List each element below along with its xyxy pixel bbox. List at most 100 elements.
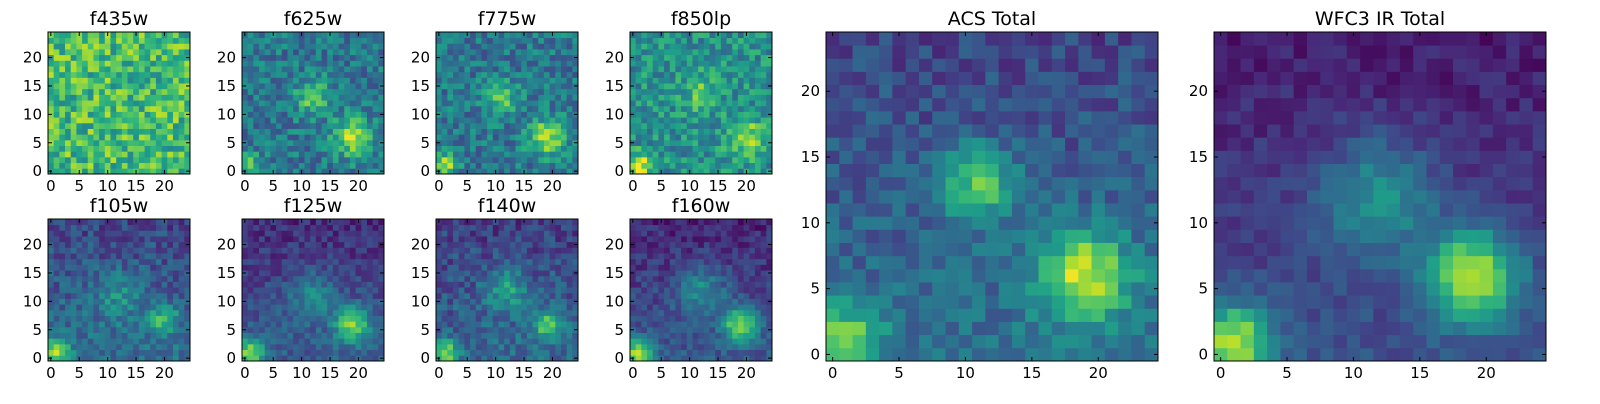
heatmap-cell bbox=[162, 270, 168, 276]
heatmap-cell bbox=[88, 270, 94, 276]
heatmap-cell bbox=[744, 310, 750, 316]
heatmap-cell bbox=[253, 94, 259, 100]
heatmap-cell bbox=[99, 287, 105, 293]
heatmap-cell bbox=[538, 247, 544, 253]
heatmap-cell bbox=[71, 49, 77, 55]
heatmap-cell bbox=[647, 304, 653, 310]
heatmap-cell bbox=[339, 333, 345, 339]
heatmap-cell bbox=[356, 83, 362, 89]
heatmap-cell bbox=[310, 157, 316, 163]
heatmap-cell bbox=[287, 32, 293, 38]
heatmap-cell bbox=[350, 77, 356, 83]
heatmap-cell bbox=[150, 72, 156, 78]
heatmap-cell bbox=[339, 321, 345, 327]
heatmap-cell bbox=[636, 281, 642, 287]
heatmap-cell bbox=[521, 299, 527, 305]
heatmap-cell bbox=[761, 316, 767, 322]
heatmap-cell bbox=[498, 134, 504, 140]
heatmap-cell bbox=[156, 225, 162, 231]
heatmap-cell bbox=[630, 134, 636, 140]
heatmap-cell bbox=[265, 350, 271, 356]
heatmap-cell bbox=[738, 77, 744, 83]
heatmap-cell bbox=[373, 100, 379, 106]
heatmap-cell bbox=[322, 270, 328, 276]
heatmap-cell bbox=[333, 38, 339, 44]
heatmap-cell bbox=[270, 38, 276, 44]
heatmap-cell bbox=[727, 299, 733, 305]
heatmap-cell bbox=[459, 276, 465, 282]
heatmap-cell bbox=[54, 72, 60, 78]
heatmap-cell bbox=[82, 146, 88, 152]
heatmap-cell bbox=[48, 259, 54, 265]
heatmap-cell bbox=[504, 276, 510, 282]
heatmap-cell bbox=[721, 77, 727, 83]
heatmap-cell bbox=[630, 304, 636, 310]
heatmap-cell bbox=[156, 146, 162, 152]
heatmap-cell bbox=[116, 304, 122, 310]
heatmap-cell bbox=[567, 259, 573, 265]
heatmap-cell bbox=[48, 321, 54, 327]
heatmap-cell bbox=[333, 134, 339, 140]
heatmap-cell bbox=[344, 157, 350, 163]
heatmap-cell bbox=[533, 276, 539, 282]
heatmap-cell bbox=[54, 316, 60, 322]
heatmap-cell bbox=[749, 281, 755, 287]
heatmap-cell bbox=[322, 338, 328, 344]
heatmap-cell bbox=[327, 247, 333, 253]
heatmap-cell bbox=[727, 89, 733, 95]
heatmap-cell bbox=[322, 242, 328, 248]
heatmap-cell bbox=[287, 304, 293, 310]
x-tick-label: 15 bbox=[320, 364, 339, 382]
heatmap-cell bbox=[555, 287, 561, 293]
heatmap-cell bbox=[527, 112, 533, 118]
heatmap-cell bbox=[145, 151, 151, 157]
heatmap-cell bbox=[510, 276, 516, 282]
heatmap-cell bbox=[533, 304, 539, 310]
heatmap-cell bbox=[356, 60, 362, 66]
heatmap-cell bbox=[692, 333, 698, 339]
heatmap-cell bbox=[698, 293, 704, 299]
heatmap-cell bbox=[664, 327, 670, 333]
heatmap-cell bbox=[71, 264, 77, 270]
heatmap-cell bbox=[698, 333, 704, 339]
heatmap-cell bbox=[504, 157, 510, 163]
heatmap-cell bbox=[550, 129, 556, 135]
heatmap-cell bbox=[59, 94, 65, 100]
heatmap-cell bbox=[710, 134, 716, 140]
heatmap-cell bbox=[761, 43, 767, 49]
heatmap-cell bbox=[156, 304, 162, 310]
heatmap-cell bbox=[322, 236, 328, 242]
heatmap-cell bbox=[253, 270, 259, 276]
heatmap-cell bbox=[270, 276, 276, 282]
heatmap-cell bbox=[133, 338, 139, 344]
heatmap-cell bbox=[658, 287, 664, 293]
heatmap-cell bbox=[48, 134, 54, 140]
heatmap-cell bbox=[162, 236, 168, 242]
heatmap-cell bbox=[510, 225, 516, 231]
heatmap-cell bbox=[453, 83, 459, 89]
heatmap-cell bbox=[681, 140, 687, 146]
heatmap-cell bbox=[162, 242, 168, 248]
heatmap-cell bbox=[282, 134, 288, 140]
heatmap-cell bbox=[681, 146, 687, 152]
heatmap-cell bbox=[65, 77, 71, 83]
heatmap-cell bbox=[476, 242, 482, 248]
heatmap-cell bbox=[687, 287, 693, 293]
heatmap-cell bbox=[356, 134, 362, 140]
heatmap-cell bbox=[150, 89, 156, 95]
heatmap-cell bbox=[755, 321, 761, 327]
heatmap-cell bbox=[276, 259, 282, 265]
heatmap-cell bbox=[122, 247, 128, 253]
heatmap-cell bbox=[727, 287, 733, 293]
heatmap-cell bbox=[658, 134, 664, 140]
heatmap-cell bbox=[436, 253, 442, 259]
heatmap-cell bbox=[653, 151, 659, 157]
heatmap-cell bbox=[504, 247, 510, 253]
heatmap-cell bbox=[453, 55, 459, 61]
heatmap-cell bbox=[675, 66, 681, 72]
heatmap-cell bbox=[470, 117, 476, 123]
heatmap-cell bbox=[156, 333, 162, 339]
heatmap-cell bbox=[350, 253, 356, 259]
heatmap-cell bbox=[670, 94, 676, 100]
heatmap-cell bbox=[65, 225, 71, 231]
